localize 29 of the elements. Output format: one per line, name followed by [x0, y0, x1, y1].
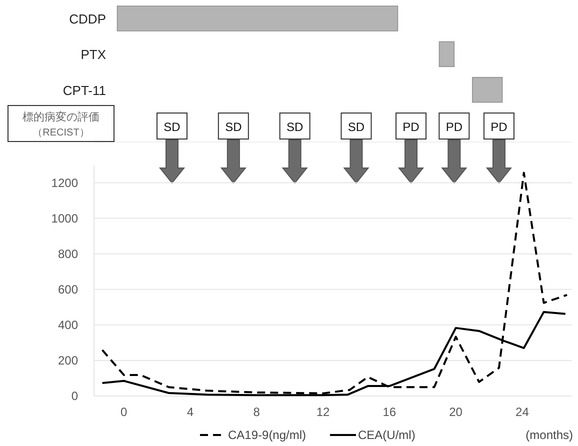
x-tick-label: 24 — [516, 405, 530, 419]
y-tick-label: CPT-11 — [62, 82, 106, 98]
legend-label: CEA(U/ml) — [358, 428, 416, 442]
x-axis-title: (months) — [526, 428, 574, 442]
data-label: SD — [164, 120, 181, 134]
x-tick-label: 20 — [449, 405, 463, 419]
y-tick-label: 0 — [71, 389, 78, 403]
x-tick-label: 12 — [316, 405, 330, 419]
data-label: SD — [225, 120, 242, 134]
y-tick-label: PTX — [80, 47, 106, 62]
y-tick-label: 標的病変の評価（RECIST） — [22, 110, 100, 139]
y-tick-label: 400 — [58, 318, 78, 332]
data-label: SD — [286, 120, 304, 134]
y-tick-label: 1000 — [51, 211, 78, 226]
y-tick-label: 600 — [58, 282, 78, 296]
y-tick-label: CDDP — [69, 11, 106, 26]
y-tick-label: 800 — [58, 246, 78, 261]
data-label: SD — [348, 120, 365, 134]
data-label: PD — [402, 120, 420, 134]
x-tick-label: 4 — [186, 405, 194, 419]
y-tick-label: 1200 — [51, 176, 78, 190]
x-tick-label: 16 — [382, 405, 396, 419]
data-label: PD — [446, 120, 463, 134]
line-series — [101, 172, 568, 394]
legend-label: CA19-9(ng/ml) — [228, 428, 306, 442]
data-label: PD — [490, 120, 508, 134]
y-tick-label: 200 — [58, 353, 78, 368]
x-tick-label: 0 — [120, 405, 128, 419]
x-tick-label: 8 — [253, 405, 260, 419]
